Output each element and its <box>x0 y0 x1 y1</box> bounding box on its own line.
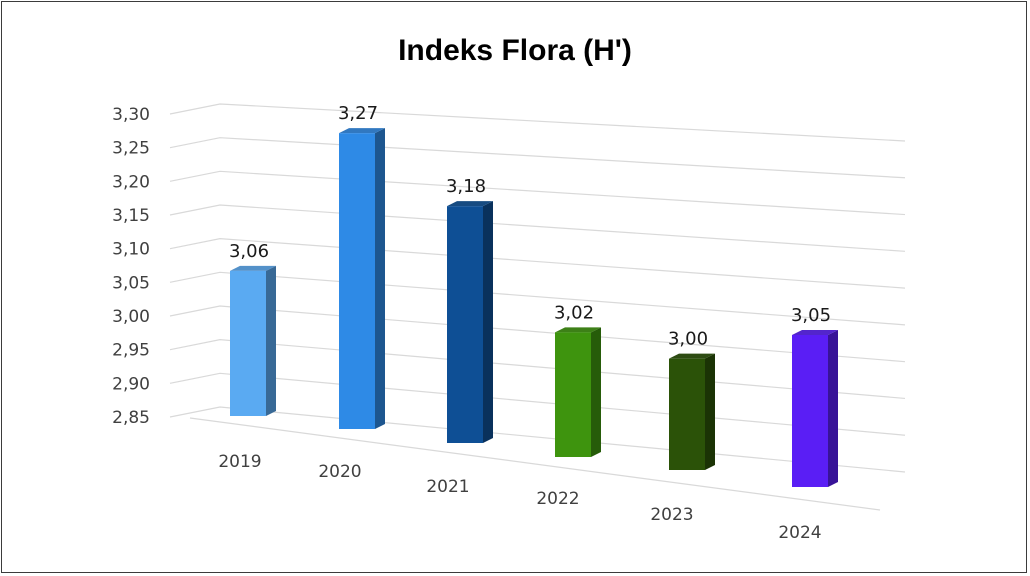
data-labels: 3,06 3,27 3,18 3,02 3,00 3,05 <box>229 103 831 350</box>
bar-front <box>230 270 266 416</box>
y-tick-label: 2,90 <box>112 374 150 394</box>
gridline <box>169 305 906 363</box>
y-tick-label: 2,85 <box>112 408 150 428</box>
y-tick-label: 3,15 <box>112 206 150 226</box>
bar-top <box>230 265 276 271</box>
y-tick-label: 3,20 <box>112 172 150 192</box>
y-tick-label: 3,10 <box>112 240 150 260</box>
bar-top <box>339 128 385 134</box>
bar-front <box>669 358 705 470</box>
gridline <box>169 238 906 289</box>
y-tick-label: 3,05 <box>112 273 150 293</box>
x-tick-label: 2024 <box>778 523 821 543</box>
data-label: 3,05 <box>791 305 831 326</box>
bar-side <box>591 327 601 457</box>
x-tick-label: 2022 <box>536 489 579 509</box>
bar-front <box>447 206 483 443</box>
y-tick-label: 3,00 <box>112 307 150 327</box>
y-tick-label: 3,25 <box>112 139 150 159</box>
bar <box>339 128 385 429</box>
bar-side <box>705 353 715 470</box>
data-label: 3,02 <box>554 302 594 323</box>
bar-side <box>483 201 493 443</box>
x-tick-label: 2023 <box>650 505 693 525</box>
data-label: 3,06 <box>229 241 269 262</box>
bar-front <box>555 332 591 457</box>
x-tick-label: 2020 <box>318 462 361 482</box>
data-label: 3,27 <box>338 103 378 124</box>
gridline <box>169 137 906 179</box>
gridline <box>169 103 906 142</box>
y-tick-label: 2,95 <box>112 341 150 361</box>
bar <box>669 353 715 470</box>
x-tick-label: 2021 <box>426 477 469 497</box>
gridline <box>169 271 906 326</box>
x-axis-ticks: 2019 2020 2021 2022 2023 2024 <box>218 452 821 543</box>
bar <box>230 265 276 416</box>
gridline <box>169 170 906 216</box>
y-axis-ticks: 2,85 2,90 2,95 3,00 3,05 3,10 3,15 3,20 3,25 3,30 <box>112 105 150 428</box>
bar <box>792 330 838 487</box>
data-label: 3,00 <box>668 329 708 350</box>
gridline <box>169 204 906 252</box>
bar-top <box>447 201 493 207</box>
y-tick-label: 3,30 <box>112 105 150 125</box>
bar-side <box>375 128 385 429</box>
bar-top <box>669 353 715 359</box>
bars <box>230 128 838 487</box>
bar <box>555 327 601 457</box>
bar-side <box>828 330 838 487</box>
bar-side <box>266 265 276 416</box>
bar-front <box>792 335 828 487</box>
bar-front <box>339 133 375 429</box>
bar-top <box>792 330 838 335</box>
chart-title: Indeks Flora (H') <box>398 34 632 67</box>
data-label: 3,18 <box>446 176 486 197</box>
bar <box>447 201 493 443</box>
bar-top <box>555 327 601 333</box>
x-tick-label: 2019 <box>218 452 261 472</box>
floor-edge <box>189 417 881 511</box>
